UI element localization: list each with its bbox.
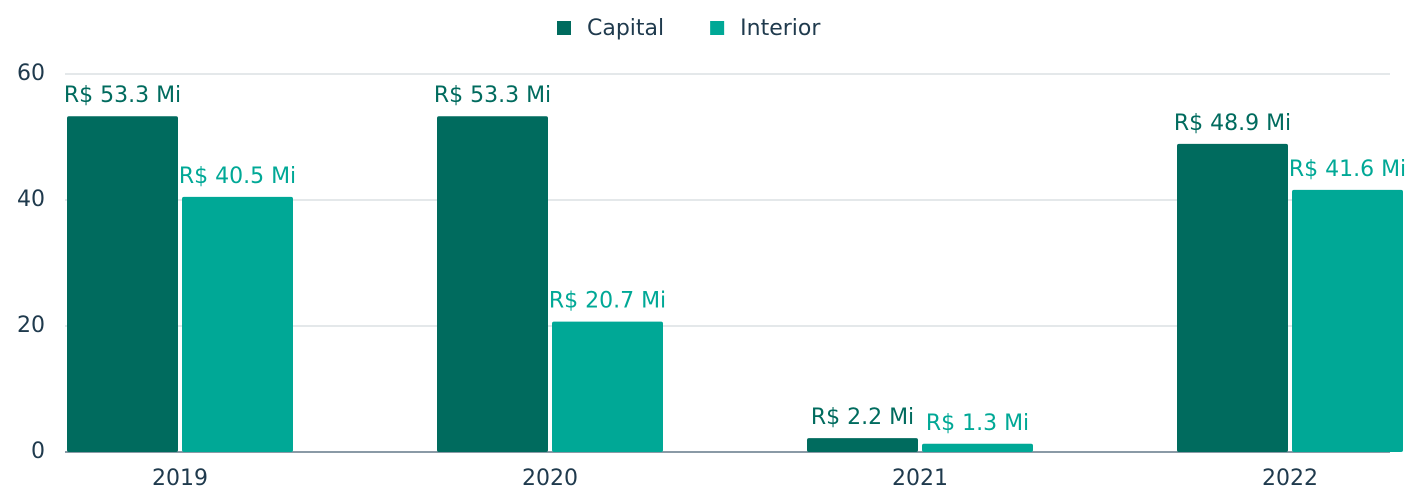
bar [922,443,1033,452]
value-label: R$ 53.3 Mi [434,83,551,108]
y-tick-label: 60 [17,61,45,86]
bar [1177,143,1288,452]
y-tick-label: 40 [17,187,45,212]
legend-label: Capital [587,16,664,41]
bar [67,116,178,453]
value-label: R$ 2.2 Mi [811,405,914,430]
value-label: R$ 53.3 Mi [64,83,181,108]
bar [552,321,663,452]
y-tick-label: 0 [31,439,45,464]
y-tick-label: 20 [17,313,45,338]
x-tick-label: 2022 [1262,466,1318,491]
value-label: R$ 41.6 Mi [1289,157,1406,182]
legend-swatch [557,21,571,35]
value-label: R$ 48.9 Mi [1174,111,1291,136]
bar [1292,189,1403,453]
legend-label: Interior [740,16,821,41]
bar [807,438,918,452]
value-label: R$ 20.7 Mi [549,289,666,314]
x-tick-label: 2019 [152,466,208,491]
bar [182,196,293,452]
value-label: R$ 40.5 Mi [179,164,296,189]
x-tick-label: 2021 [892,466,948,491]
x-tick-label: 2020 [522,466,578,491]
value-label: R$ 1.3 Mi [926,411,1029,436]
bar [437,116,548,453]
legend-swatch [710,21,725,35]
